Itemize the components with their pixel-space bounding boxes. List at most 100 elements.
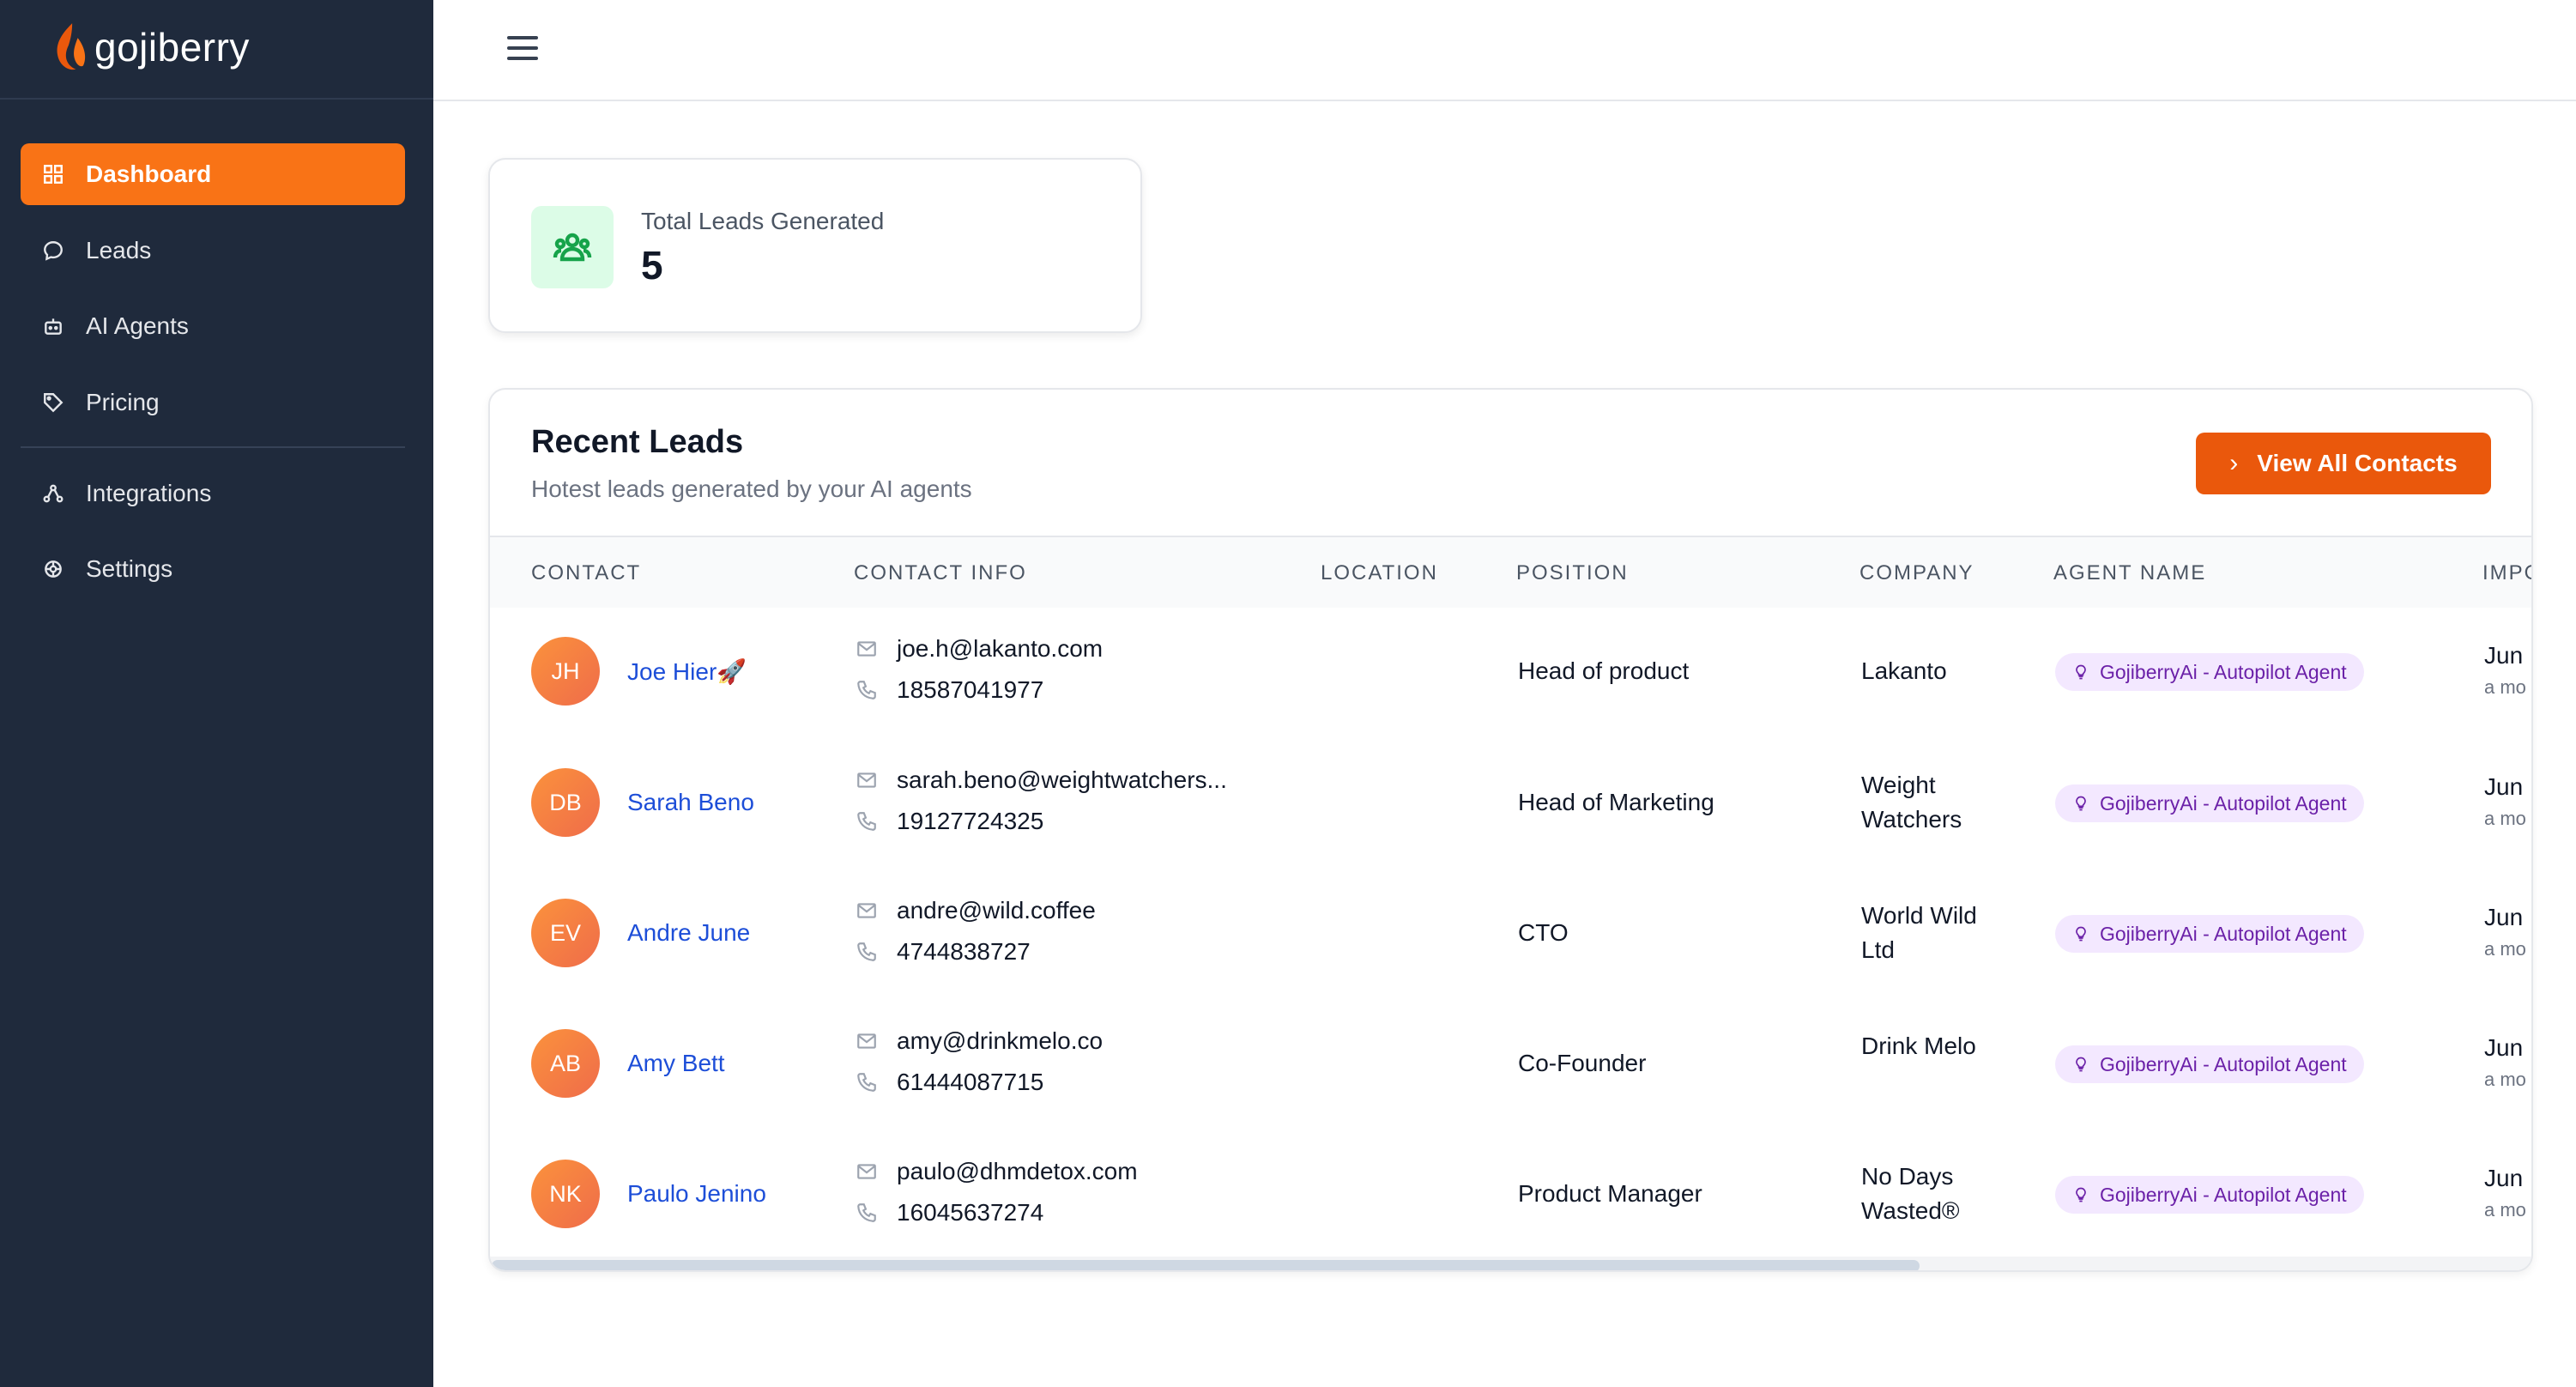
column-header-contact[interactable]: CONTACT (531, 561, 642, 584)
logo[interactable]: gojiberry (51, 17, 250, 77)
settings-icon (41, 557, 65, 581)
sidebar-item-settings[interactable]: Settings (21, 538, 405, 600)
avatar: EV (531, 899, 600, 967)
phone-text: 19127724325 (897, 808, 1044, 834)
contact-phone: 18587041977 (856, 676, 1043, 704)
column-header-imported[interactable]: IMPO (2482, 561, 2531, 584)
tag-icon (41, 391, 65, 415)
view-all-contacts-button[interactable]: › View All Contacts (2196, 433, 2491, 494)
dashboard-icon (41, 162, 65, 186)
table-row: JH Joe Hier🚀 joe.h@lakanto.com 185870419… (490, 608, 2531, 738)
contact-email: joe.h@lakanto.com (856, 635, 1103, 663)
sidebar-item-label: AI Agents (86, 312, 189, 339)
total-leads-card: Total Leads Generated 5 (488, 158, 1142, 333)
imported-relative: a mo (2484, 938, 2526, 960)
imported-date: Jun (2484, 1165, 2524, 1191)
agent-name: GojiberryAi - Autopilot Agent (2100, 922, 2347, 945)
agent-name: GojiberryAi - Autopilot Agent (2100, 660, 2347, 683)
sidebar-item-label: Integrations (86, 480, 212, 506)
flame-logo-icon (57, 23, 86, 70)
bulb-icon (2076, 1057, 2086, 1072)
agent-badge[interactable]: GojiberryAi - Autopilot Agent (2055, 653, 2364, 691)
email-text: paulo@dhmdetox.com (897, 1158, 1138, 1184)
sidebar-item-dashboard[interactable]: Dashboard (21, 143, 405, 205)
contact-email: andre@wild.coffee (856, 897, 1096, 924)
horizontal-scrollbar[interactable] (490, 1257, 2531, 1270)
column-header-agent-name[interactable]: AGENT NAME (2053, 561, 2207, 584)
nav-divider (21, 446, 405, 448)
phone-icon (856, 1202, 878, 1224)
position: CTO (1518, 919, 1569, 946)
phone-icon (856, 941, 878, 963)
contact-name-link[interactable]: Andre June (627, 919, 751, 946)
agent-badge[interactable]: GojiberryAi - Autopilot Agent (2055, 915, 2364, 953)
app-name: gojiberry (94, 25, 250, 70)
avatar: NK (531, 1160, 600, 1228)
avatar: AB (531, 1029, 600, 1098)
email-text: joe.h@lakanto.com (897, 635, 1104, 662)
view-all-label: View All Contacts (2257, 450, 2458, 476)
sidebar-divider (0, 98, 433, 100)
bulb-icon (2076, 926, 2086, 942)
sidebar-item-integrations[interactable]: Integrations (21, 463, 405, 524)
phone-icon (856, 1071, 878, 1093)
scrollbar-thumb[interactable] (492, 1260, 1920, 1270)
column-header-company[interactable]: COMPANY (1859, 561, 1974, 584)
bulb-icon (2076, 1187, 2086, 1202)
stat-value: 5 (641, 243, 663, 288)
phone-text: 18587041977 (897, 676, 1044, 703)
contact-name-link[interactable]: Amy Bett (627, 1050, 725, 1076)
phone-text: 4744838727 (897, 938, 1031, 965)
imported-relative: a mo (2484, 1069, 2526, 1090)
table-header: CONTACT CONTACT INFO LOCATION POSITION C… (490, 536, 2531, 608)
column-header-contact-info[interactable]: CONTACT INFO (854, 561, 1027, 584)
imported-date: Jun (2484, 642, 2524, 669)
sidebar-item-pricing[interactable]: Pricing (21, 372, 405, 433)
email-text: sarah.beno@weightwatchers... (897, 766, 1227, 793)
position: Head of product (1518, 657, 1690, 684)
imported-date: Jun (2484, 773, 2524, 800)
sidebar-item-leads[interactable]: Leads (21, 220, 405, 282)
phone-text: 16045637274 (897, 1199, 1044, 1226)
bulb-icon (2076, 796, 2086, 811)
contact-phone: 19127724325 (856, 808, 1043, 835)
integrations-icon (41, 482, 65, 506)
avatar: DB (531, 768, 600, 837)
hamburger-icon[interactable] (504, 33, 541, 64)
bulb-icon (2076, 664, 2086, 680)
company: Weight Watchers (1861, 772, 1962, 833)
imported-date: Jun (2484, 1034, 2524, 1061)
contact-name-link[interactable]: Paulo Jenino (627, 1180, 766, 1207)
agent-name: GojiberryAi - Autopilot Agent (2100, 1052, 2347, 1075)
agent-badge[interactable]: GojiberryAi - Autopilot Agent (2055, 1045, 2364, 1083)
contact-email: amy@drinkmelo.co (856, 1027, 1103, 1055)
position: Product Manager (1518, 1180, 1702, 1207)
contact-name-link[interactable]: Joe Hier🚀 (627, 658, 747, 685)
agent-name: GojiberryAi - Autopilot Agent (2100, 1183, 2347, 1206)
stat-label: Total Leads Generated (641, 208, 885, 234)
robot-icon (41, 314, 65, 338)
imported-relative: a mo (2484, 808, 2526, 829)
sidebar-item-label: Settings (86, 555, 173, 582)
company: No Days Wasted® (1861, 1163, 1960, 1224)
table-row: NK Paulo Jenino paulo@dhmdetox.com 16045… (490, 1130, 2531, 1261)
column-header-location[interactable]: LOCATION (1321, 561, 1438, 584)
sidebar-item-ai-agents[interactable]: AI Agents (21, 295, 405, 357)
table-row: DB Sarah Beno sarah.beno@weightwatchers.… (490, 739, 2531, 869)
agent-badge[interactable]: GojiberryAi - Autopilot Agent (2055, 784, 2364, 822)
top-bar (433, 0, 2576, 101)
sidebar-item-label: Dashboard (86, 161, 212, 187)
users-icon (531, 206, 614, 288)
company: Drink Melo (1861, 1033, 1976, 1059)
mail-icon (856, 638, 878, 660)
contact-phone: 61444087715 (856, 1069, 1043, 1096)
agent-badge[interactable]: GojiberryAi - Autopilot Agent (2055, 1176, 2364, 1214)
column-header-position[interactable]: POSITION (1516, 561, 1629, 584)
phone-text: 61444087715 (897, 1069, 1044, 1095)
position: Head of Marketing (1518, 789, 1714, 815)
contact-phone: 4744838727 (856, 938, 1031, 966)
email-text: andre@wild.coffee (897, 897, 1096, 924)
contact-name-link[interactable]: Sarah Beno (627, 789, 754, 815)
panel-subtitle: Hotest leads generated by your AI agents (531, 475, 972, 502)
contact-email: sarah.beno@weightwatchers... (856, 766, 1227, 794)
